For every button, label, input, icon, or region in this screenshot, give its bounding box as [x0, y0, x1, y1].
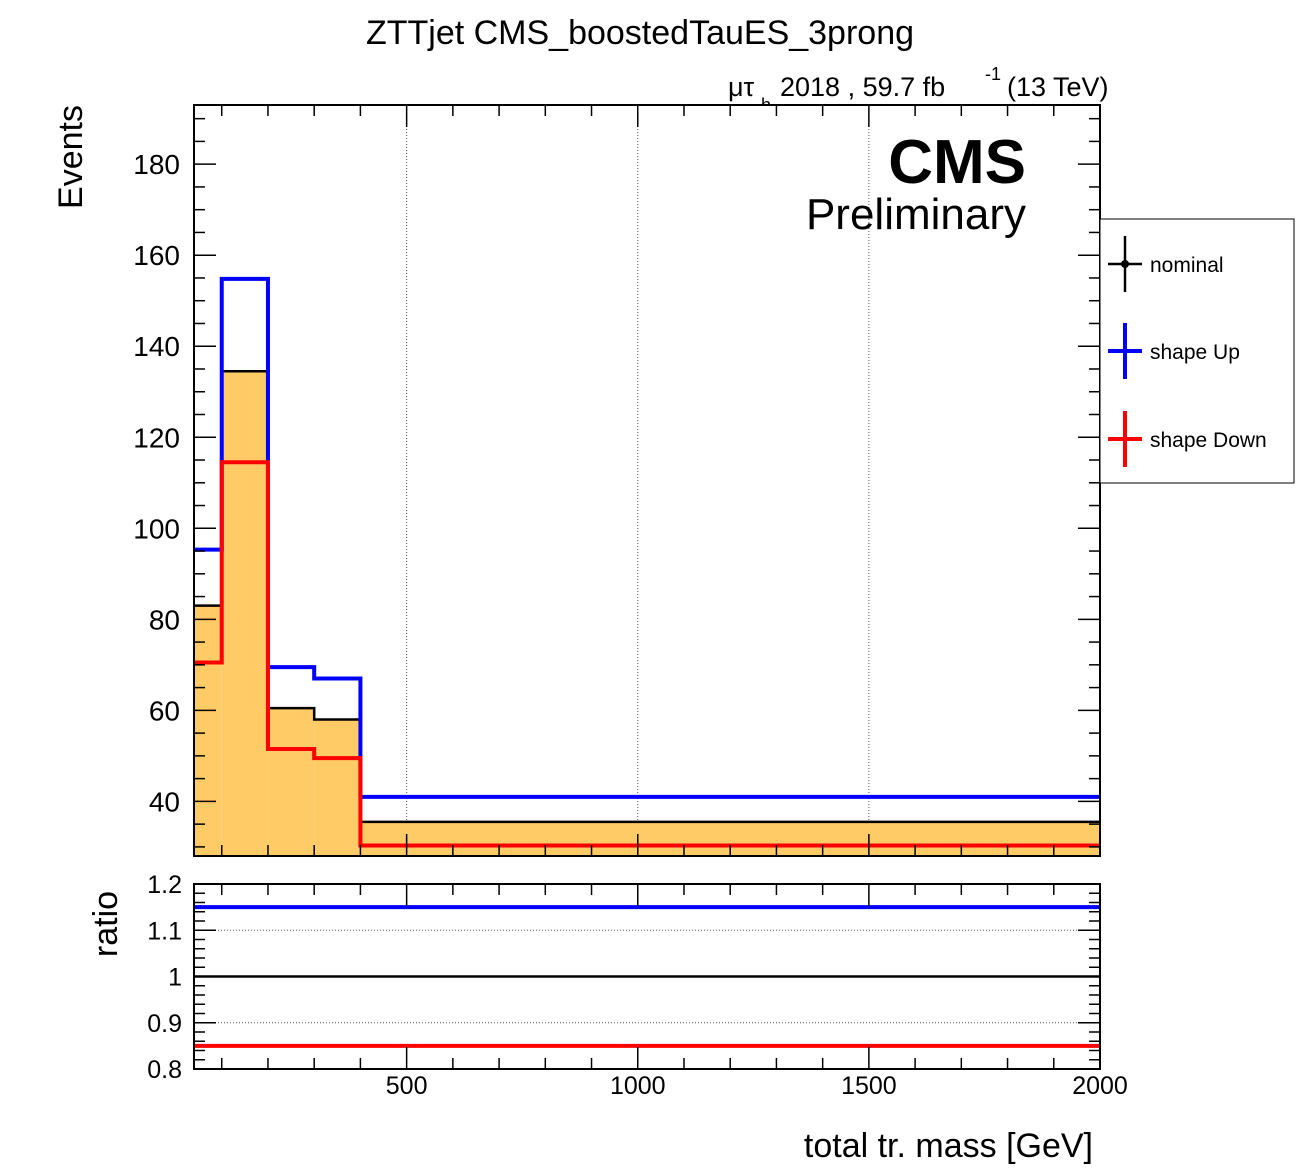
- y-axis-label: Events: [52, 105, 90, 209]
- lumi-superscript: -1: [985, 64, 1001, 84]
- legend-label: nominal: [1150, 254, 1224, 277]
- x-tick-label: 500: [386, 1072, 428, 1100]
- ratio-grid: [194, 929, 1100, 1024]
- ratio-y-tick-label: 1.1: [147, 917, 182, 945]
- main-axis-ticks: 40 60 80 100 120 140 160 180: [133, 105, 1101, 856]
- x-tick-label: 1000: [610, 1072, 666, 1100]
- ratio-y-tick-label: 1: [168, 964, 182, 992]
- y-tick-label: 160: [133, 240, 180, 271]
- chart-title: ZTTjet CMS_boostedTauES_3prong: [366, 14, 914, 52]
- ratio-y-tick-label: 0.9: [147, 1010, 182, 1038]
- channel-label: μτ: [728, 72, 755, 102]
- nominal-bar: [314, 719, 361, 856]
- legend-label: shape Up: [1150, 341, 1240, 364]
- nominal-bar: [267, 708, 315, 856]
- x-tick-label: 1500: [841, 1072, 897, 1100]
- y-tick-label: 120: [133, 422, 180, 453]
- series-line-shape-down: [194, 460, 1100, 848]
- lumi-text: 2018 , 59.7 fb: [780, 72, 945, 102]
- preliminary-label: Preliminary: [806, 190, 1026, 239]
- legend-marker-dot: [1121, 260, 1129, 268]
- series-lines: [194, 276, 1100, 848]
- x-axis-label: total tr. mass [GeV]: [804, 1127, 1093, 1165]
- ratio-lines: [194, 905, 1100, 1048]
- y-tick-label: 140: [133, 331, 180, 362]
- ratio-plot-frame: [193, 883, 1101, 1070]
- legend-label: shape Down: [1150, 429, 1267, 452]
- cms-label: CMS: [888, 128, 1026, 197]
- ratio-plot: 0.8 0.9 1 1.1 1.2 500 1000 1500 2000: [147, 871, 1128, 1100]
- main-plot: 40 60 80 100 120 140 160 180: [133, 104, 1101, 857]
- y-tick-label: 80: [149, 604, 180, 635]
- nominal-bar: [194, 605, 222, 856]
- y-tick-label: 40: [149, 786, 180, 817]
- y-tick-label: 100: [133, 513, 180, 544]
- legend: nominal shape Up shape Down: [1099, 218, 1295, 484]
- ratio-axis-ticks: 0.8 0.9 1 1.1 1.2 500 1000 1500 2000: [147, 871, 1128, 1100]
- ratio-y-tick-label: 1.2: [147, 871, 182, 899]
- y-tick-label: 60: [149, 695, 180, 726]
- y-tick-label: 180: [133, 149, 180, 180]
- main-grid: [406, 105, 870, 856]
- ratio-y-tick-label: 0.8: [147, 1056, 182, 1084]
- nominal-bar: [221, 371, 268, 856]
- energy-label: (13 TeV): [1007, 72, 1109, 102]
- x-tick-label: 2000: [1072, 1072, 1128, 1100]
- ratio-axis-label: ratio: [87, 891, 125, 957]
- series-line-shape-up: [194, 276, 1100, 799]
